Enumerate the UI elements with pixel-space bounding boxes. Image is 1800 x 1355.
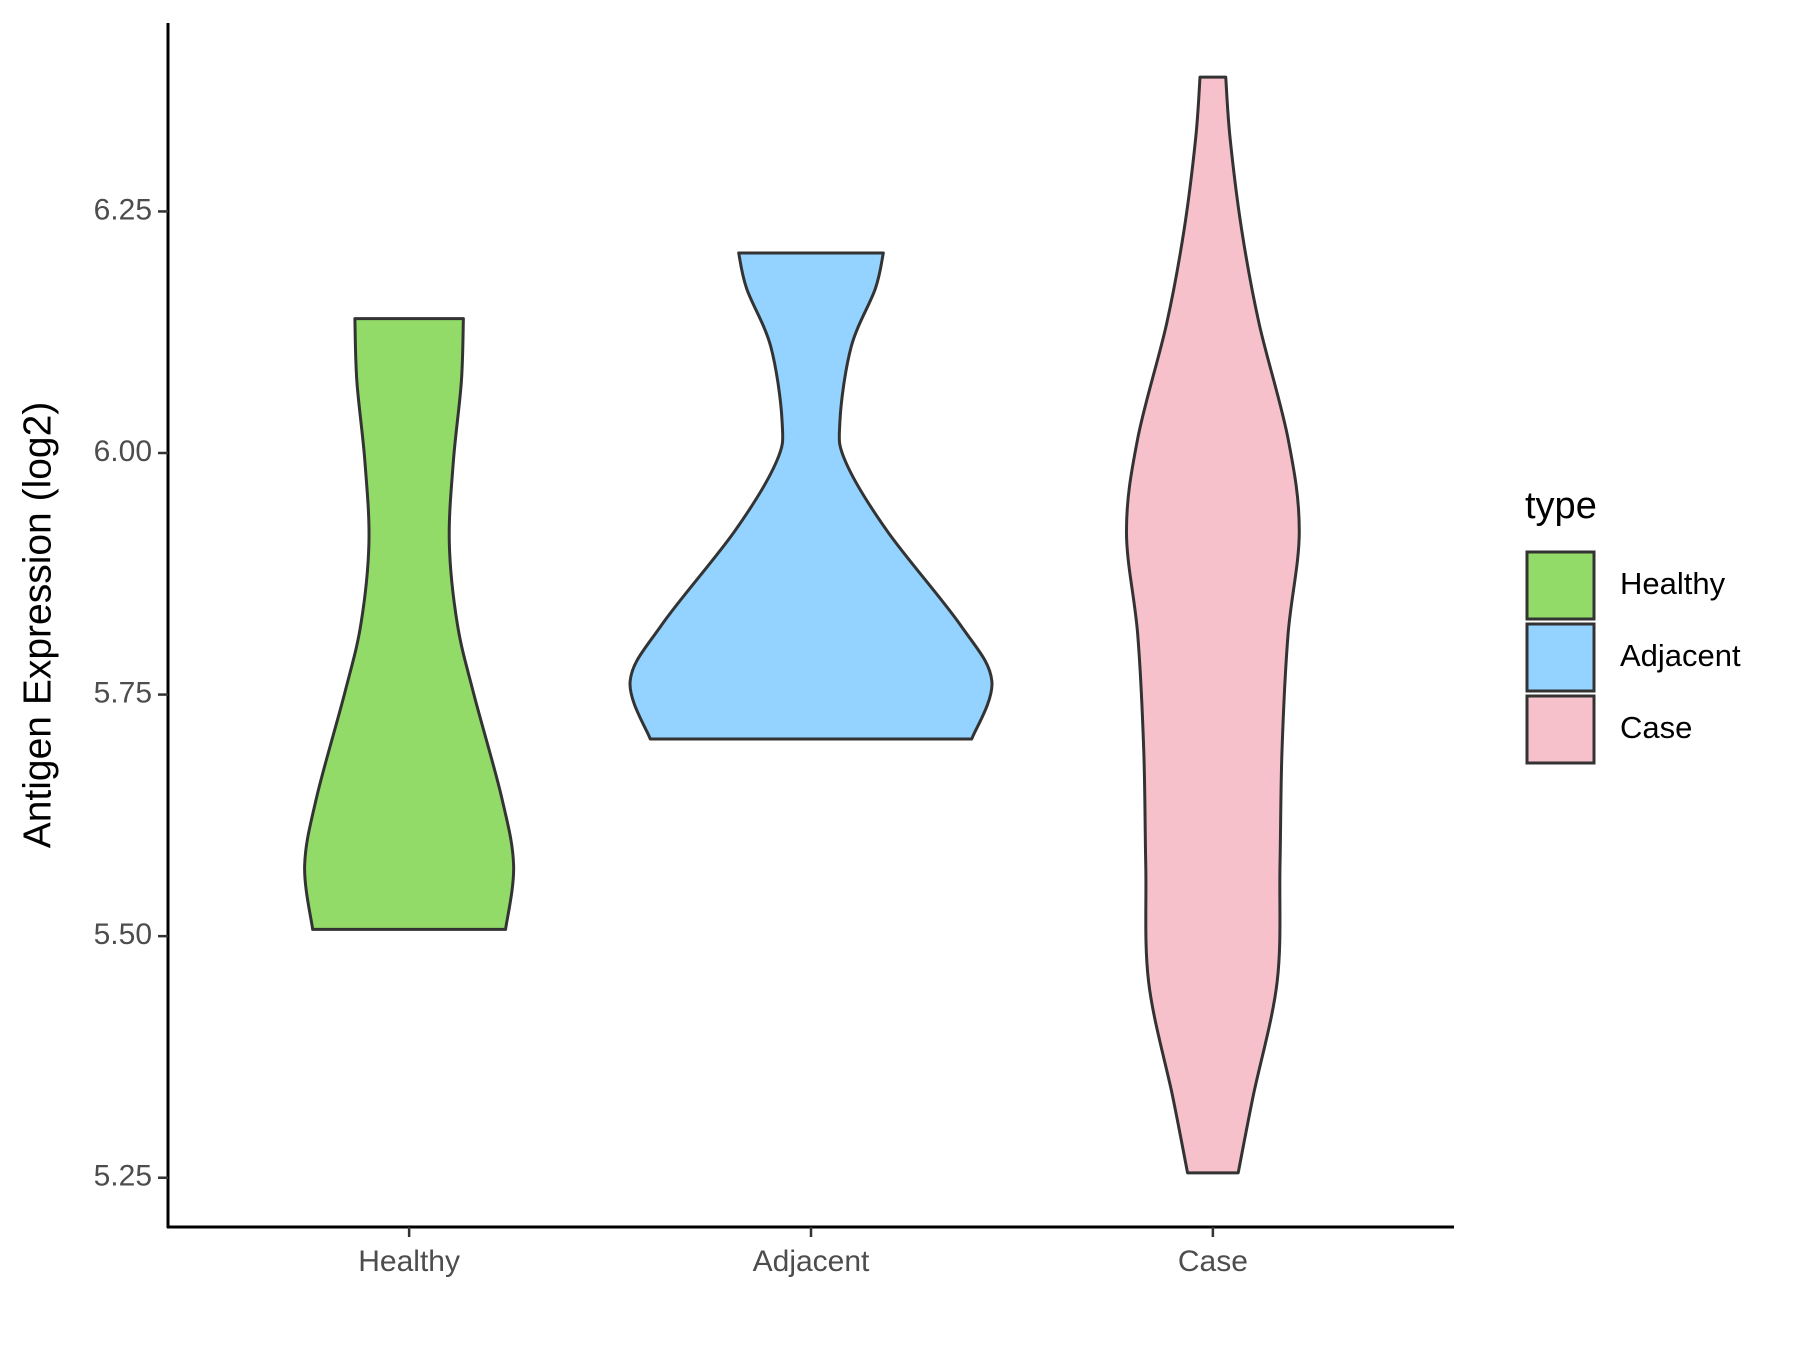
legend-label: Healthy — [1620, 566, 1726, 601]
legend-title: type — [1525, 485, 1597, 527]
legend-key — [1525, 694, 1596, 765]
violin — [303, 317, 516, 931]
violin — [628, 251, 994, 741]
y-tick-label: 6.25 — [94, 193, 152, 226]
x-tick-label: Case — [1178, 1245, 1248, 1278]
legend-label: Case — [1620, 710, 1692, 745]
y-tick-label: 5.50 — [94, 918, 152, 951]
x-tick-label: Adjacent — [753, 1245, 870, 1278]
y-axis-title: Antigen Expression (log2) — [16, 402, 59, 849]
legend-key — [1525, 622, 1596, 693]
y-tick-label: 6.00 — [94, 435, 152, 468]
x-tick-label: Healthy — [358, 1245, 460, 1278]
y-tick-label: 5.75 — [94, 676, 152, 709]
legend-label: Adjacent — [1620, 638, 1741, 673]
violin — [1124, 75, 1301, 1175]
y-tick-label: 5.25 — [94, 1160, 152, 1193]
legend-key — [1525, 550, 1596, 621]
